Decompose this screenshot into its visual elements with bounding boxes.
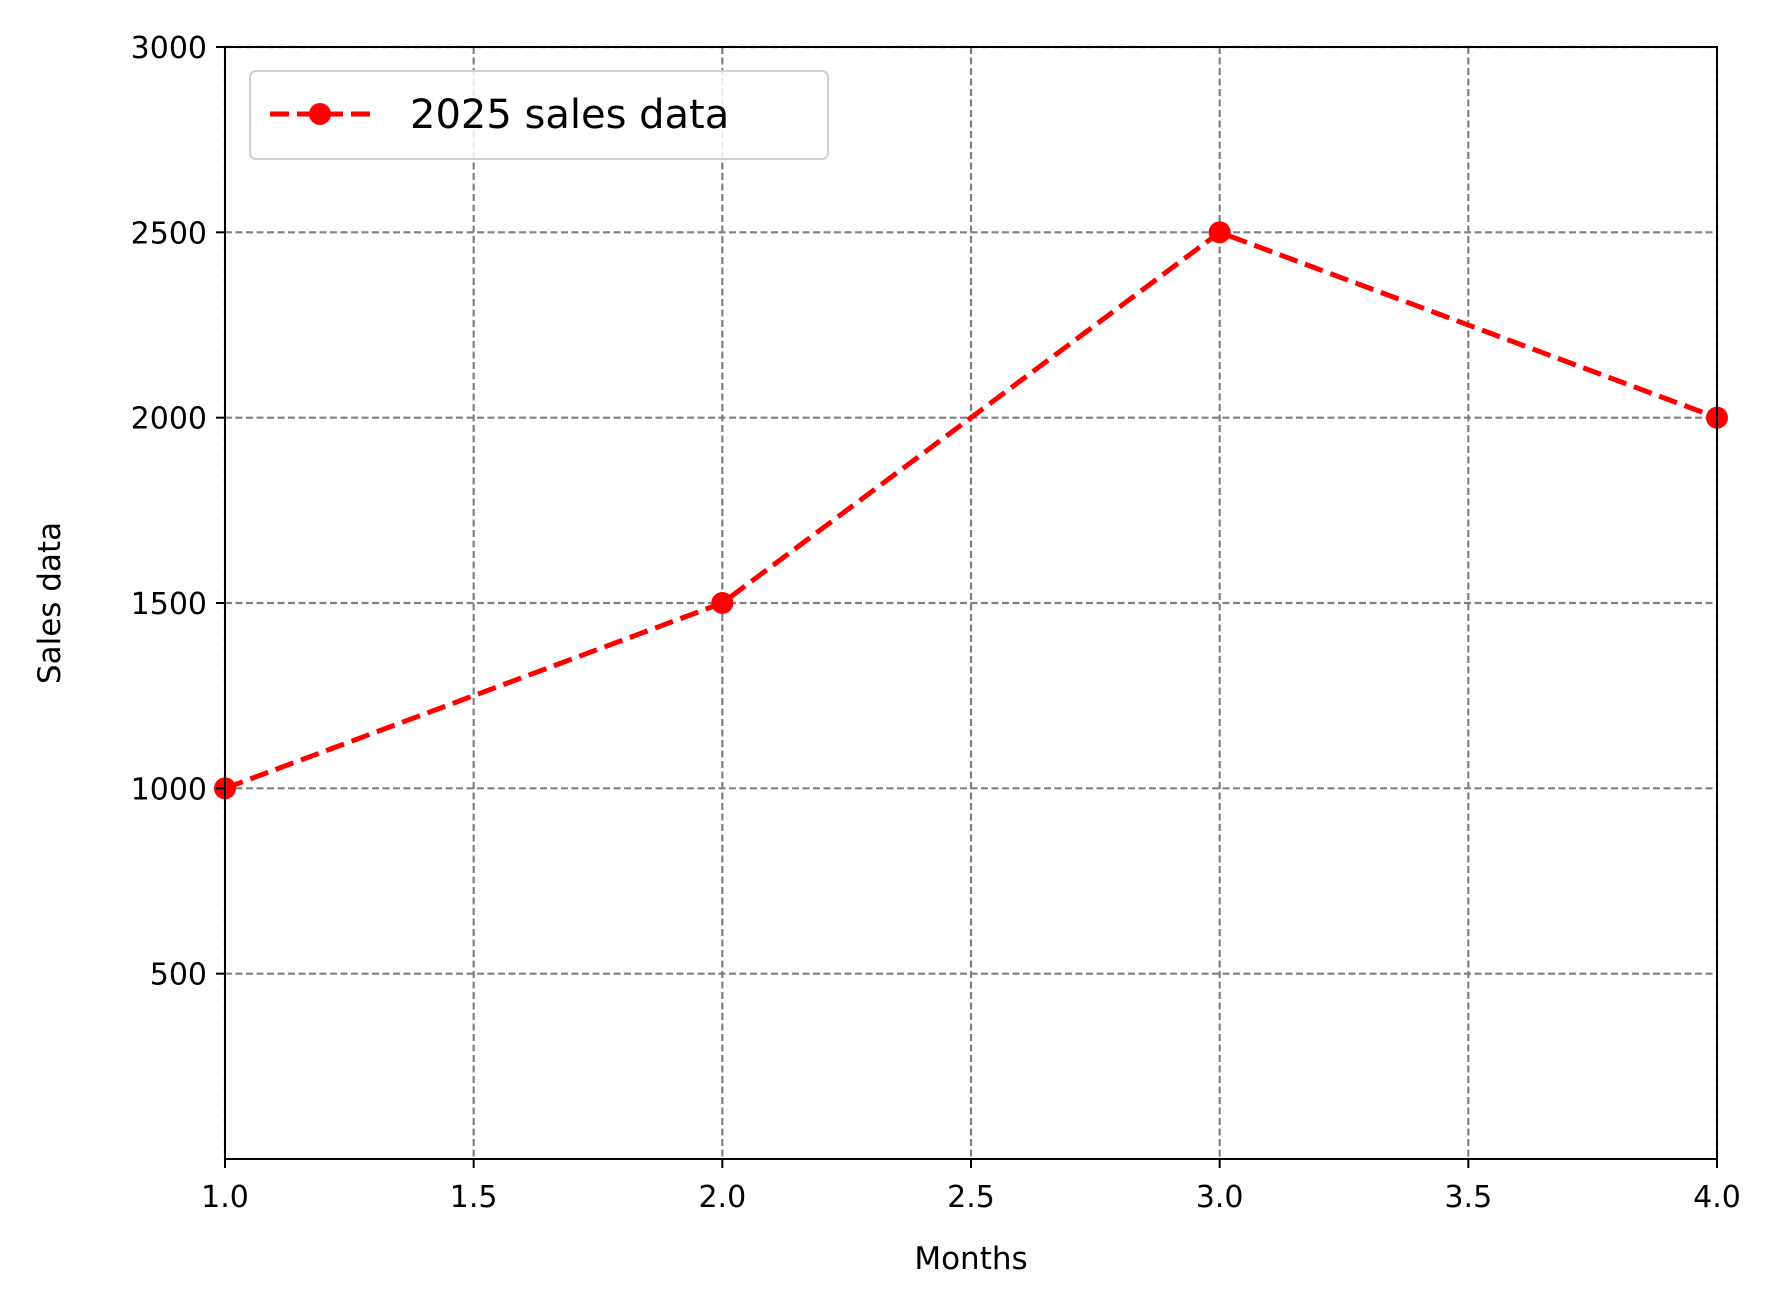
x-tick-label: 2.0 xyxy=(698,1180,746,1215)
x-tick-label: 3.5 xyxy=(1444,1180,1492,1215)
data-point xyxy=(711,592,734,614)
x-axis: 1.0 1.5 2.0 2.5 3.0 3.5 4.0 xyxy=(201,1159,1741,1215)
legend-entry-label: 2025 sales data xyxy=(410,92,729,138)
x-axis-label: Months xyxy=(914,1241,1027,1277)
y-tick-label: 3000 xyxy=(131,31,207,66)
series-layer xyxy=(214,221,1728,800)
y-tick-label: 2000 xyxy=(131,402,207,437)
x-tick-label: 2.5 xyxy=(947,1180,995,1215)
x-tick-label: 3.0 xyxy=(1196,1180,1244,1215)
x-tick-label: 1.0 xyxy=(201,1180,249,1215)
y-tick-label: 2500 xyxy=(131,216,207,251)
y-axis: 500 1000 1500 2000 2500 3000 xyxy=(131,31,225,993)
y-tick-label: 500 xyxy=(150,958,207,993)
y-tick-label: 1000 xyxy=(131,772,207,807)
data-point xyxy=(1208,221,1231,244)
series-line xyxy=(224,229,1718,791)
legend-marker-swatch xyxy=(309,103,331,125)
x-tick-label: 1.5 xyxy=(450,1180,498,1215)
legend: 2025 sales data xyxy=(249,70,829,160)
y-axis-label: Sales data xyxy=(32,522,68,684)
x-tick-label: 4.0 xyxy=(1693,1180,1741,1215)
y-tick-label: 1500 xyxy=(131,587,207,622)
legend-box xyxy=(249,70,829,160)
